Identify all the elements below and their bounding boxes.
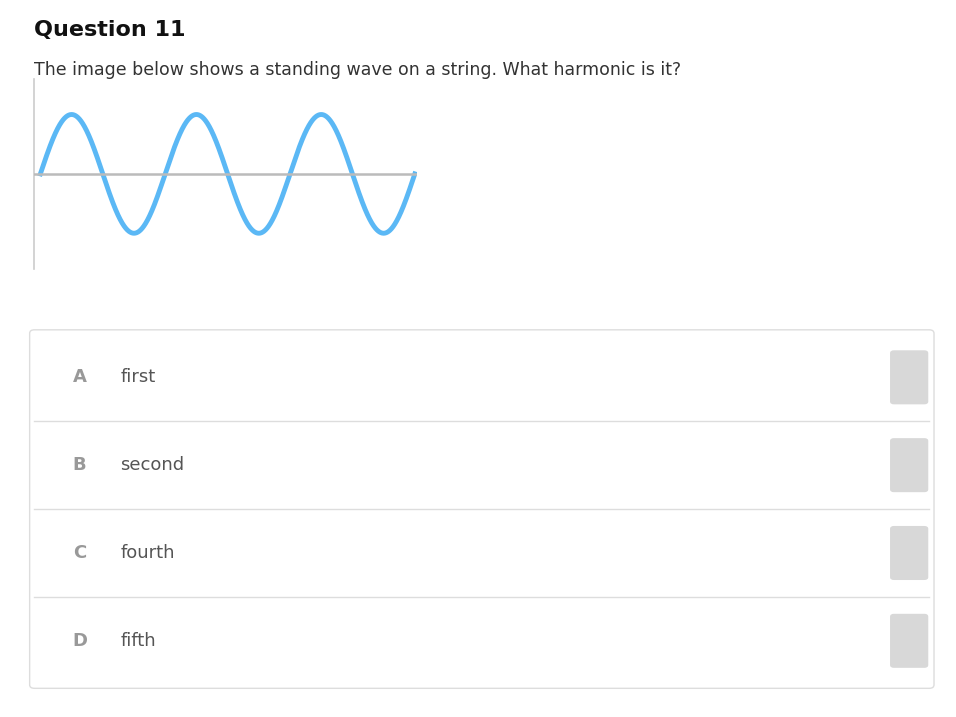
Text: C: C: [73, 544, 86, 562]
Text: The image below shows a standing wave on a string. What harmonic is it?: The image below shows a standing wave on…: [34, 61, 682, 79]
Text: fourth: fourth: [120, 544, 175, 562]
Text: B: B: [73, 456, 86, 474]
Text: first: first: [120, 369, 156, 386]
Text: A: A: [73, 369, 87, 386]
Text: D: D: [73, 632, 88, 650]
Text: fifth: fifth: [120, 632, 156, 650]
Text: Question 11: Question 11: [34, 20, 185, 40]
Text: second: second: [120, 456, 185, 474]
